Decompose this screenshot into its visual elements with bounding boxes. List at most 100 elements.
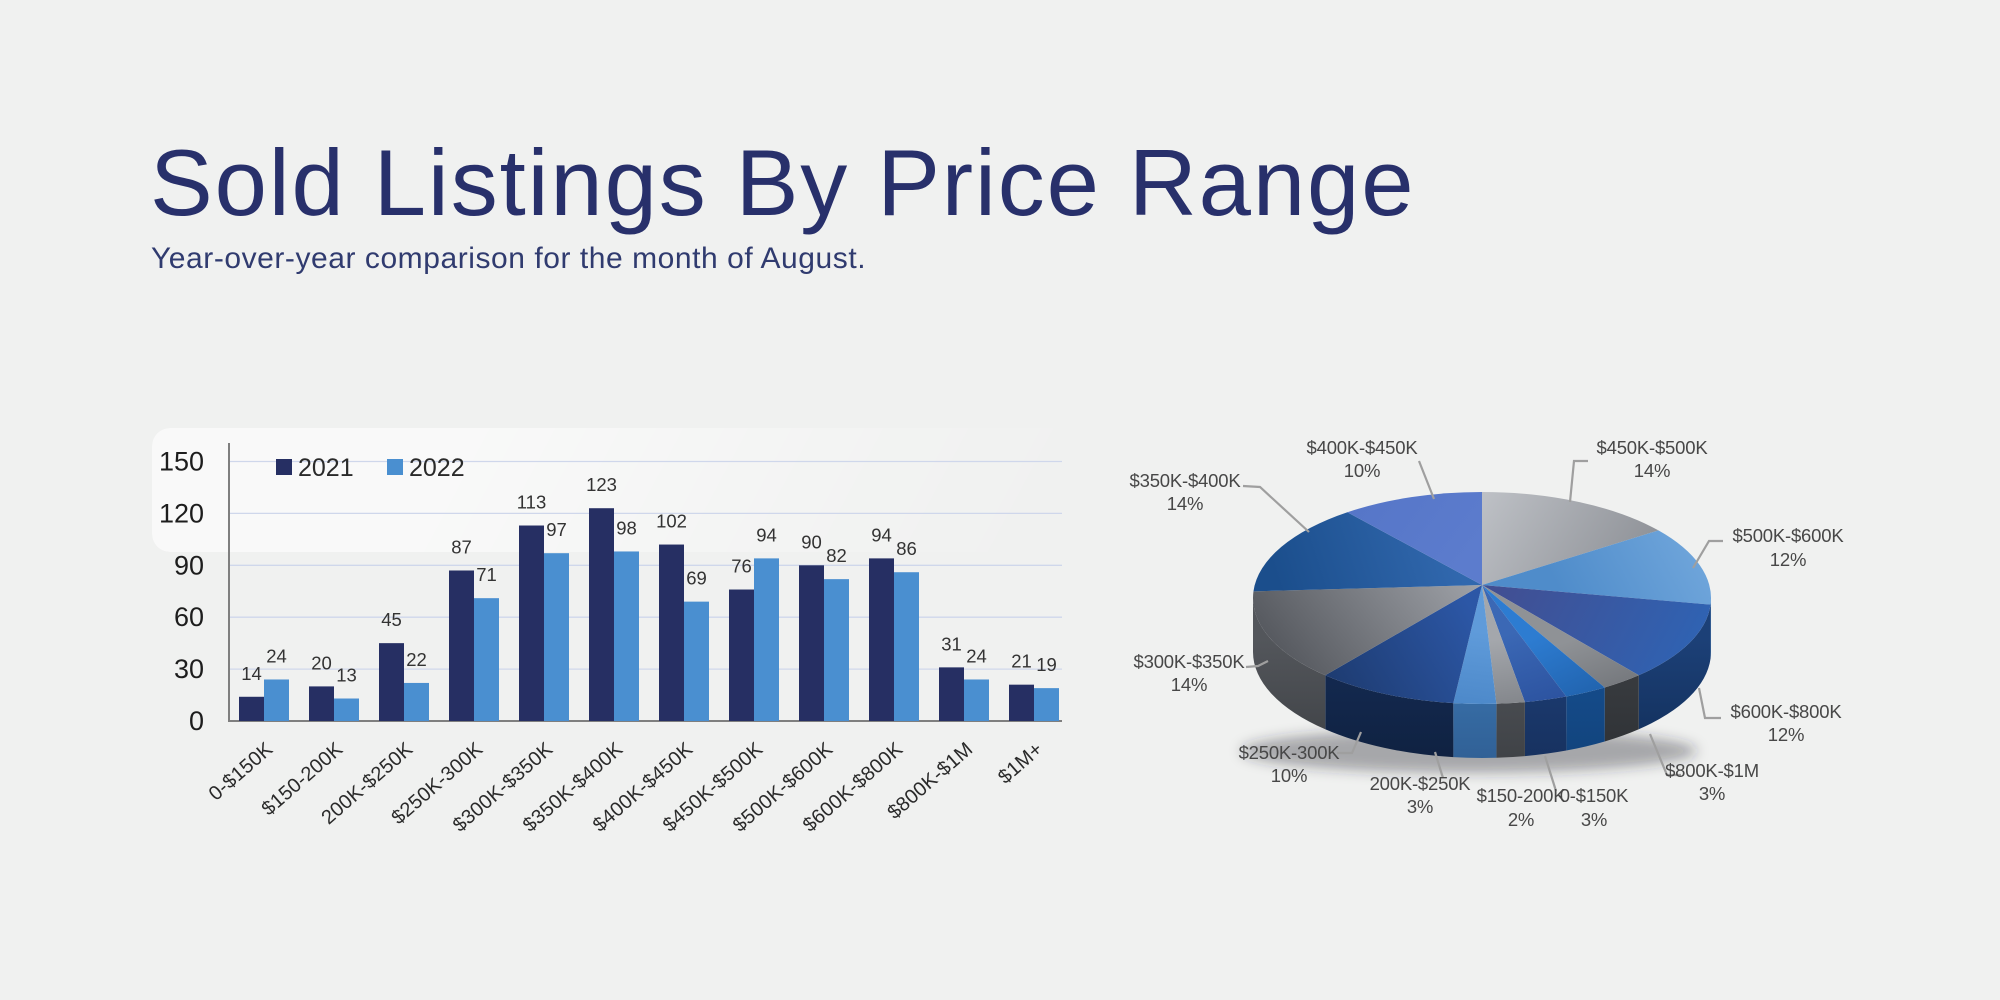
bar-value-2022: 22 xyxy=(406,649,427,670)
pie-label-pct: 10% xyxy=(1344,460,1380,481)
bar-2021 xyxy=(659,544,684,721)
pie-leader-line xyxy=(1417,460,1436,500)
pie-label-pct: 3% xyxy=(1581,809,1607,830)
bar-value-2021: 76 xyxy=(731,556,752,577)
legend-swatch-2022 xyxy=(387,459,403,475)
pie-slice-0-$150K xyxy=(1482,585,1567,703)
bar-2022 xyxy=(684,601,709,721)
pie-leader-line xyxy=(1697,687,1721,720)
pie-label-pct: 14% xyxy=(1634,460,1670,481)
bar-value-2022: 86 xyxy=(896,538,917,559)
pie-side-200K-$250K xyxy=(1453,703,1497,758)
pie-slice-$400K-$450K xyxy=(1347,492,1482,585)
pie-slice-$350K-$400K xyxy=(1253,512,1482,592)
bar-value-2021: 87 xyxy=(451,536,472,557)
bar-2022 xyxy=(894,572,919,721)
pie-label-pct: 2% xyxy=(1508,809,1534,830)
pie-label-name: $400K-$450K xyxy=(1307,437,1419,458)
pie-leader-line xyxy=(1337,731,1363,755)
bar-value-2022: 69 xyxy=(686,568,707,589)
y-tick-label: 60 xyxy=(174,602,204,632)
y-tick-label: 30 xyxy=(174,654,204,684)
pie-label-pct: 3% xyxy=(1407,796,1433,817)
bar-2022 xyxy=(824,579,849,721)
legend-label-2022: 2022 xyxy=(409,454,465,482)
bar-2022 xyxy=(404,682,429,721)
pie-leader-line xyxy=(1648,733,1681,777)
pie-label-name: 200K-$250K xyxy=(1370,773,1472,794)
bar-value-2021: 45 xyxy=(381,609,402,630)
y-tick-label: 120 xyxy=(159,498,204,528)
pie-slice-$150-200K xyxy=(1482,585,1525,704)
pie-label-pct: 12% xyxy=(1770,549,1806,570)
pie-side-$800K-$1M xyxy=(1604,675,1639,742)
pie-slice-$450K-$500K xyxy=(1482,492,1659,585)
chart-backdrop-card xyxy=(152,428,1088,552)
y-tick-label: 0 xyxy=(189,706,204,736)
pie-slice-$250K-300K xyxy=(1325,585,1482,704)
bar-2022 xyxy=(474,598,499,721)
y-tick-label: 90 xyxy=(174,550,204,580)
bar-2022 xyxy=(614,551,639,721)
pie-slice-$1M+ xyxy=(1482,585,1605,697)
pie-leader-line xyxy=(1245,660,1269,669)
bar-2022 xyxy=(754,558,779,721)
legend-label-2021: 2021 xyxy=(298,454,354,482)
bar-value-2021: 94 xyxy=(871,524,892,545)
bar-value-2022: 19 xyxy=(1036,654,1057,675)
bar-2021 xyxy=(1009,684,1034,721)
pie-slice-$600K-$800K xyxy=(1482,585,1711,676)
pie-label-pct: 14% xyxy=(1167,493,1203,514)
bar-value-2022: 97 xyxy=(546,519,567,540)
bar-value-2021: 14 xyxy=(241,663,262,684)
bar-2021 xyxy=(519,525,544,721)
bar-2022 xyxy=(264,679,289,721)
bar-2021 xyxy=(869,558,894,721)
bar-value-2022: 94 xyxy=(756,524,777,545)
bar-2021 xyxy=(939,667,964,721)
pie-side-$250K-300K xyxy=(1325,675,1454,758)
bar-value-2021: 20 xyxy=(311,652,332,673)
bar-2021 xyxy=(589,508,614,721)
bar-value-2022: 24 xyxy=(266,645,287,666)
pie-leader-line xyxy=(1543,755,1558,792)
bar-value-2021: 90 xyxy=(801,531,822,552)
page-title: Sold Listings By Price Range xyxy=(150,130,1416,235)
bar-value-2022: 98 xyxy=(616,517,637,538)
bar-value-2022: 71 xyxy=(476,564,497,585)
pie-side-0-$150K xyxy=(1524,696,1567,757)
page-subtitle: Year-over-year comparison for the month … xyxy=(151,242,867,275)
bar-value-2021: 102 xyxy=(656,511,687,532)
pie-side-$150-200K xyxy=(1496,702,1525,758)
y-tick-label: 150 xyxy=(159,447,204,477)
pie-slice-$300K-$350K xyxy=(1252,585,1482,676)
pie-leader-line xyxy=(1692,539,1723,569)
bar-value-2021: 21 xyxy=(1011,651,1032,672)
pie-leader-line xyxy=(1568,459,1588,503)
bar-2021 xyxy=(309,686,334,721)
bar-value-2021: 123 xyxy=(586,474,617,495)
legend-swatch-2021 xyxy=(276,459,292,475)
bar-2021 xyxy=(799,565,824,721)
bar-2022 xyxy=(544,553,569,721)
bar-value-2021: 31 xyxy=(941,633,962,654)
bar-value-2022: 24 xyxy=(966,645,987,666)
bar-value-2022: 82 xyxy=(826,545,847,566)
pie-label-name: $300K-$350K xyxy=(1134,651,1246,672)
pie-label-name: $800K-$1M xyxy=(1665,760,1759,781)
pie-label-name: 0-$150K xyxy=(1560,785,1629,806)
pie-slice-$800K-$1M xyxy=(1482,585,1639,688)
pie-label-name: $350K-$400K xyxy=(1130,470,1242,491)
pie-leader-line xyxy=(1433,751,1445,779)
pie-leader-line xyxy=(1242,484,1310,533)
pie-label-name: $150-200K xyxy=(1477,785,1567,806)
pie-label-pct: 12% xyxy=(1768,724,1804,745)
pie-label-pct: 10% xyxy=(1271,765,1307,786)
pie-label-name: $500K-$600K xyxy=(1733,525,1845,546)
bar-2021 xyxy=(729,589,754,721)
pie-side-$1M+ xyxy=(1566,687,1605,751)
bar-2021 xyxy=(379,643,404,721)
pie-slice-$500K-$600K xyxy=(1482,530,1712,605)
